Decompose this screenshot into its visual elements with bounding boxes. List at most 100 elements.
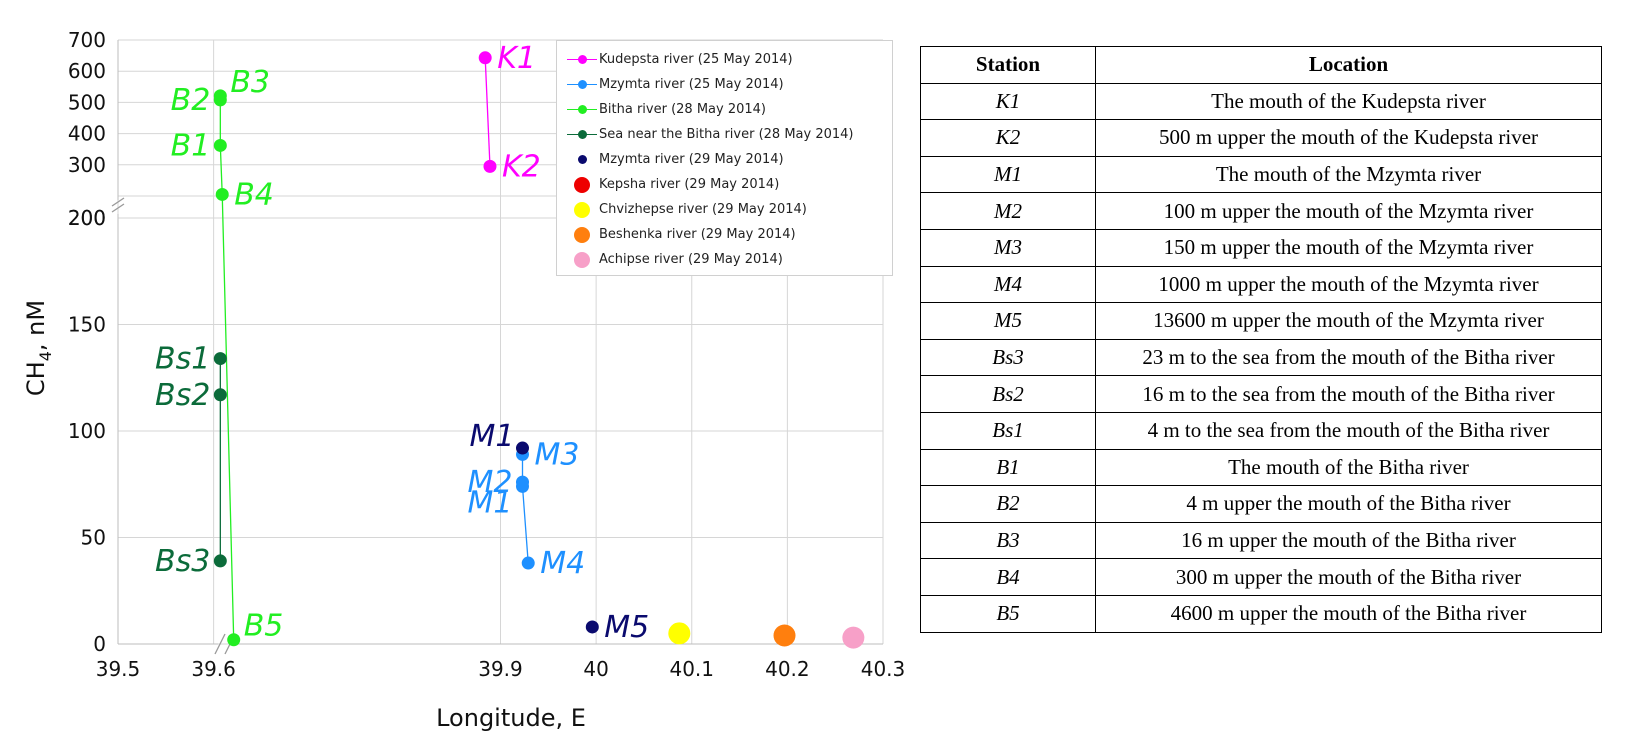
table-header-station: Station bbox=[920, 46, 1096, 84]
x-axis-break-mark bbox=[214, 633, 226, 655]
location-cell: 4 m upper the mouth of the Bitha river bbox=[1095, 485, 1602, 523]
table-header-row: Station Location bbox=[920, 46, 1602, 84]
chart-legend: Kudepsta river (25 May 2014) Mzymta river… bbox=[556, 40, 893, 276]
legend-item: Kepsha river (29 May 2014) bbox=[565, 172, 884, 197]
location-cell: The mouth of the Kudepsta river bbox=[1095, 82, 1602, 121]
table-row: K2 500 m upper the mouth of the Kudepsta … bbox=[920, 119, 1602, 157]
legend-label: Chvizhepse river (29 May 2014) bbox=[599, 202, 807, 217]
point-label: M3 bbox=[534, 437, 579, 472]
point-label: K2 bbox=[502, 149, 541, 184]
y-axis-break-mark bbox=[111, 203, 125, 213]
station-cell: M3 bbox=[920, 228, 1096, 267]
y-axis-title: CH4, nM bbox=[22, 300, 55, 396]
legend-item: Achipse river (29 May 2014) bbox=[565, 247, 884, 272]
table-header-location: Location bbox=[1095, 46, 1602, 84]
legend-label: Sea near the Bitha river (28 May 2014) bbox=[599, 127, 854, 142]
point-label: B5 bbox=[244, 609, 284, 644]
y-tick-label: 50 bbox=[81, 526, 106, 550]
y-tick-label: 300 bbox=[68, 153, 106, 177]
legend-marker bbox=[565, 75, 599, 95]
point-label: M1 bbox=[470, 419, 515, 454]
table-row: Bs1 4 m to the sea from the mouth of the … bbox=[920, 411, 1602, 450]
location-cell: 23 m to the sea from the mouth of the Bi… bbox=[1095, 338, 1602, 377]
legend-marker bbox=[565, 150, 599, 170]
station-cell: B1 bbox=[920, 448, 1096, 487]
legend-label: Beshenka river (29 May 2014) bbox=[599, 227, 796, 242]
data-point bbox=[668, 622, 691, 645]
legend-dot bbox=[574, 201, 590, 218]
point-label: B3 bbox=[230, 65, 270, 100]
data-point bbox=[215, 187, 229, 201]
x-tick-label: 40 bbox=[583, 657, 608, 681]
data-point bbox=[213, 554, 227, 568]
table-row: M3 150 m upper the mouth of the Mzymta ri… bbox=[920, 228, 1602, 267]
data-point bbox=[213, 388, 227, 402]
point-label: Bs2 bbox=[155, 378, 210, 413]
point-label: M4 bbox=[540, 546, 585, 581]
y-tick-label: 150 bbox=[68, 313, 106, 337]
x-tick-label: 40.1 bbox=[669, 657, 714, 681]
legend-item: Chvizhepse river (29 May 2014) bbox=[565, 197, 884, 222]
x-axis-title: Longitude, E bbox=[436, 704, 586, 732]
legend-dot bbox=[574, 226, 590, 243]
data-point bbox=[213, 138, 227, 152]
data-point bbox=[515, 441, 529, 455]
location-cell: 150 m upper the mouth of the Mzymta rive… bbox=[1095, 228, 1602, 267]
y-axis-break-mark bbox=[111, 197, 125, 207]
point-label: B1 bbox=[171, 128, 211, 163]
data-point bbox=[227, 633, 241, 647]
legend-item: Mzymta river (25 May 2014) bbox=[565, 72, 884, 97]
table-row: M2 100 m upper the mouth of the Mzymta ri… bbox=[920, 192, 1602, 230]
legend-label: Achipse river (29 May 2014) bbox=[599, 252, 783, 267]
data-point bbox=[515, 479, 529, 493]
station-cell: M4 bbox=[920, 265, 1096, 304]
point-label: K1 bbox=[497, 41, 536, 76]
y-axis-title-main: CH bbox=[22, 361, 50, 396]
y-tick-label: 200 bbox=[68, 206, 106, 230]
legend-label: Mzymta river (25 May 2014) bbox=[599, 77, 784, 92]
data-point bbox=[213, 352, 227, 366]
station-cell: Bs3 bbox=[920, 338, 1096, 377]
legend-label: Bitha river (28 May 2014) bbox=[599, 102, 767, 117]
legend-dot bbox=[577, 55, 587, 64]
x-tick-label: 40.2 bbox=[765, 657, 810, 681]
location-cell: 500 m upper the mouth of the Kudepsta ri… bbox=[1095, 119, 1602, 157]
y-axis-title-sub: 4 bbox=[36, 351, 55, 361]
legend-dot bbox=[574, 176, 590, 193]
location-cell: 1000 m upper the mouth of the Mzymta riv… bbox=[1095, 265, 1602, 304]
location-cell: 100 m upper the mouth of the Mzymta rive… bbox=[1095, 192, 1602, 230]
point-label: B4 bbox=[234, 177, 274, 212]
x-tick-label: 39.9 bbox=[478, 657, 523, 681]
table-row: Bs3 23 m to the sea from the mouth of the… bbox=[920, 338, 1602, 377]
station-cell: M5 bbox=[920, 302, 1096, 340]
data-point bbox=[773, 624, 796, 647]
station-cell: Bs2 bbox=[920, 375, 1096, 413]
table-row: K1 The mouth of the Kudepsta river bbox=[920, 82, 1602, 121]
x-tick-label: 40.3 bbox=[861, 657, 906, 681]
point-label: Bs3 bbox=[155, 544, 210, 579]
station-cell: B2 bbox=[920, 485, 1096, 523]
table-row: B3 16 m upper the mouth of the Bitha rive… bbox=[920, 521, 1602, 560]
table-row: B1 The mouth of the Bitha river bbox=[920, 448, 1602, 487]
legend-marker bbox=[565, 200, 599, 220]
data-point bbox=[521, 556, 535, 570]
legend-dot bbox=[577, 80, 587, 89]
data-point bbox=[478, 51, 492, 65]
legend-marker bbox=[565, 225, 599, 245]
x-tick-label: 39.6 bbox=[191, 657, 236, 681]
y-tick-label: 100 bbox=[68, 419, 106, 443]
legend-item: Sea near the Bitha river (28 May 2014) bbox=[565, 122, 884, 147]
legend-item: Kudepsta river (25 May 2014) bbox=[565, 47, 884, 72]
data-point bbox=[483, 159, 497, 173]
station-table: Station Location K1 The mouth of the Kude… bbox=[920, 46, 1602, 633]
legend-dot bbox=[577, 155, 587, 164]
location-cell: 300 m upper the mouth of the Bitha river bbox=[1095, 558, 1602, 596]
table-row: B4 300 m upper the mouth of the Bitha riv… bbox=[920, 558, 1602, 596]
station-cell: M1 bbox=[920, 155, 1096, 194]
location-cell: 4600 m upper the mouth of the Bitha rive… bbox=[1095, 594, 1602, 633]
legend-item: Mzymta river (29 May 2014) bbox=[565, 147, 884, 172]
y-tick-label: 700 bbox=[68, 28, 106, 52]
table-row: B2 4 m upper the mouth of the Bitha river bbox=[920, 485, 1602, 523]
